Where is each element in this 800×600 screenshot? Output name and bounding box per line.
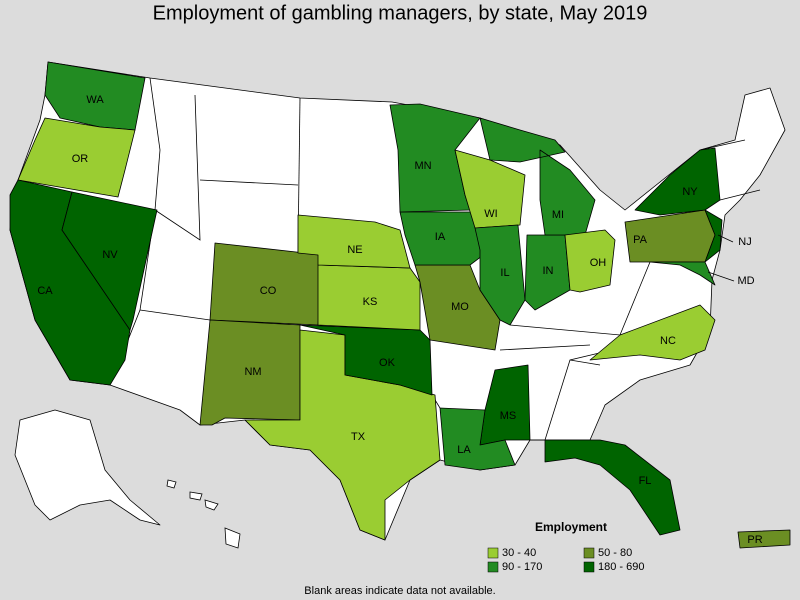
state-label: PA — [633, 234, 648, 246]
state-label: NY — [682, 186, 698, 198]
state-label: OR — [72, 153, 89, 165]
legend-swatch — [583, 547, 595, 559]
state — [564, 229, 616, 293]
state-label: NM — [244, 366, 261, 378]
state-label: MD — [737, 275, 754, 287]
state — [297, 214, 411, 269]
state — [704, 209, 723, 263]
state-label: OH — [590, 257, 607, 269]
state-label: TX — [351, 431, 366, 443]
map-title: Employment of gambling managers, by stat… — [153, 2, 648, 24]
state-label: WI — [484, 208, 497, 220]
state — [544, 439, 681, 536]
state-label: WA — [86, 94, 104, 106]
state-label: PR — [747, 534, 762, 546]
state-label: NE — [347, 244, 362, 256]
regions: WA OR CA NV CO NM TX OK KS NE MO IA MN WI IL IN MI OH PA NY… — [9, 61, 791, 549]
legend-label: 30 - 40 — [502, 547, 536, 559]
state — [299, 324, 433, 396]
state-label: MO — [451, 301, 469, 313]
state-label: IA — [435, 231, 446, 243]
legend-label: 90 - 170 — [502, 561, 542, 573]
state — [737, 529, 791, 549]
state — [414, 264, 501, 351]
state-label: KS — [363, 296, 378, 308]
state-label: LA — [457, 444, 471, 456]
state — [589, 304, 716, 361]
state — [439, 407, 516, 471]
state-label: IL — [500, 267, 509, 279]
state-label: MS — [500, 410, 517, 422]
legend-label: 180 - 690 — [598, 561, 644, 573]
legend-swatch — [583, 561, 595, 573]
state — [634, 147, 721, 216]
state — [474, 224, 526, 326]
legend-label: 50 - 80 — [598, 547, 632, 559]
legend-swatch — [487, 547, 499, 559]
legend: Employment 30 - 40 50 - 80 90 - 170 180 - 6… — [487, 520, 644, 573]
state-label: IN — [543, 265, 554, 277]
state-label: MN — [414, 160, 431, 172]
leader-line — [707, 271, 735, 282]
state — [61, 191, 158, 331]
alaska — [14, 409, 161, 526]
state-label: CA — [37, 285, 53, 297]
state-label: NV — [102, 249, 118, 261]
note: Blank areas indicate data not available. — [304, 585, 495, 597]
state-label: OK — [379, 357, 396, 369]
hawaii — [166, 479, 241, 549]
state-label: NJ — [738, 236, 751, 248]
leader-line — [717, 234, 734, 243]
state — [649, 261, 716, 286]
state-label: CO — [260, 285, 277, 297]
state-label: MI — [552, 209, 564, 221]
state-label: NC — [660, 335, 676, 347]
state-label: FL — [639, 475, 652, 487]
legend-swatch — [487, 561, 499, 573]
state — [17, 117, 136, 198]
legend-title: Employment — [535, 520, 607, 534]
